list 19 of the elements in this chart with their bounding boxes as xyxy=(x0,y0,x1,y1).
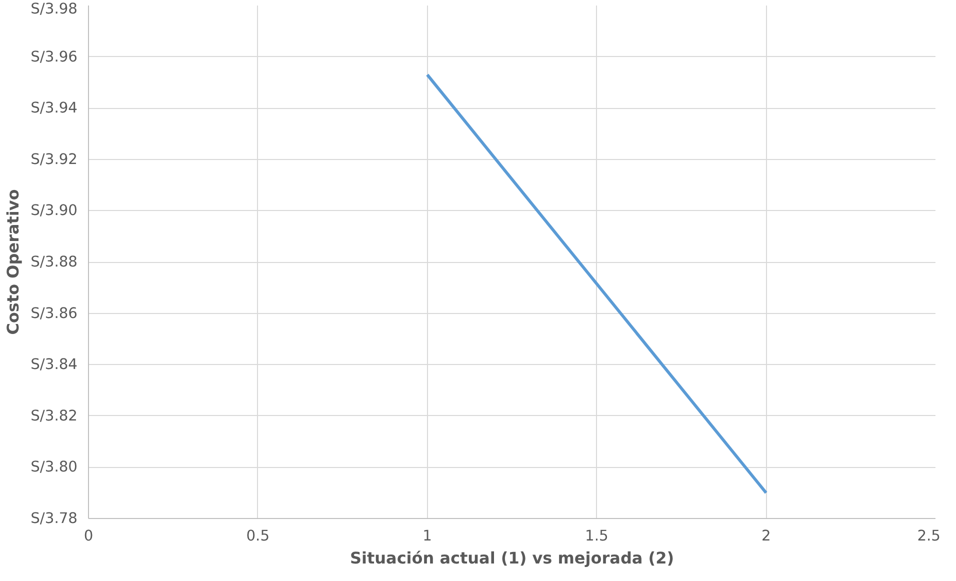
x-axis-title: Situación actual (1) vs mejorada (2) xyxy=(350,548,674,568)
y-axis-title: Costo Operativo xyxy=(4,189,23,335)
y-tick-label: S/3.84 xyxy=(30,356,78,374)
y-tick-label: S/3.90 xyxy=(30,202,78,220)
x-tick-label: 0 xyxy=(84,528,94,544)
y-tick-label: S/3.82 xyxy=(30,407,78,424)
x-tick-label: 1.5 xyxy=(585,528,608,544)
x-tick-label: 0.5 xyxy=(246,528,270,544)
x-tick-label: 1 xyxy=(422,528,432,544)
y-tick-label: S/3.88 xyxy=(30,254,78,270)
x-tick-label: 2 xyxy=(761,528,771,544)
x-tick-label: 2.5 xyxy=(917,528,941,544)
y-tick-label: S/3.80 xyxy=(30,458,78,476)
y-tick-label: S/3.78 xyxy=(30,510,78,527)
y-tick-label: S/3.94 xyxy=(30,100,78,117)
y-tick-label: S/3.96 xyxy=(30,48,78,66)
y-tick-label: S/3.86 xyxy=(30,304,78,322)
y-tick-label: S/3.92 xyxy=(30,150,78,168)
y-tick-label: S/3.98 xyxy=(30,0,78,18)
